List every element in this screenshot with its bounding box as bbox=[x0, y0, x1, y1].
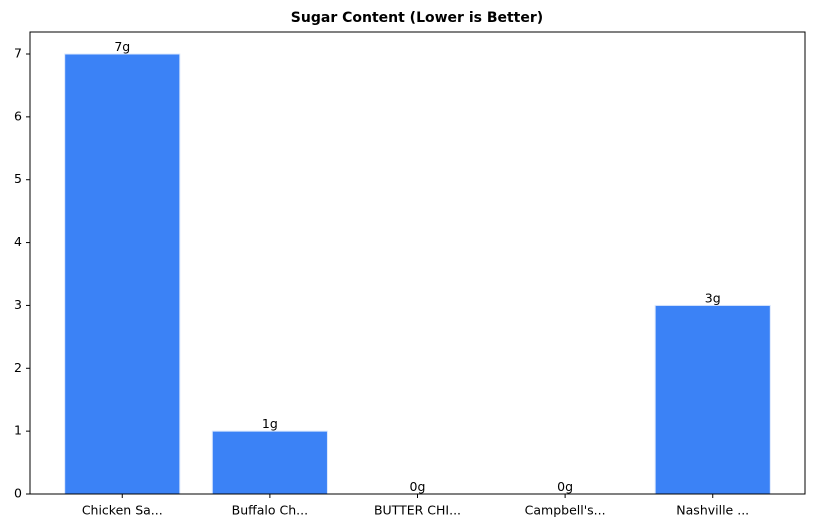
y-tick-label: 1 bbox=[14, 423, 22, 438]
value-label: 0g bbox=[557, 479, 573, 494]
bar bbox=[654, 304, 771, 495]
chart-title: Sugar Content (Lower is Better) bbox=[291, 10, 543, 26]
y-tick-label: 6 bbox=[14, 108, 22, 123]
y-tick-label: 3 bbox=[14, 297, 22, 312]
x-tick-label: Campbell's... bbox=[525, 503, 606, 518]
value-label: 7g bbox=[114, 39, 130, 54]
y-tick-label: 0 bbox=[14, 486, 22, 501]
x-tick-label: Chicken Sa... bbox=[82, 503, 163, 518]
value-label: 1g bbox=[262, 416, 278, 431]
x-tick-label: Nashville ... bbox=[676, 503, 749, 518]
y-tick-label: 7 bbox=[14, 46, 22, 61]
y-tick-label: 4 bbox=[14, 234, 22, 249]
y-tick-label: 5 bbox=[14, 171, 22, 186]
x-tick-label: BUTTER CHI... bbox=[374, 503, 461, 518]
y-tick-label: 2 bbox=[14, 360, 22, 375]
plot-frame bbox=[29, 31, 806, 495]
bar bbox=[64, 53, 181, 495]
bar bbox=[211, 430, 328, 495]
value-label: 3g bbox=[705, 290, 721, 305]
x-tick-label: Buffalo Ch... bbox=[232, 503, 308, 518]
value-label: 0g bbox=[410, 479, 426, 494]
